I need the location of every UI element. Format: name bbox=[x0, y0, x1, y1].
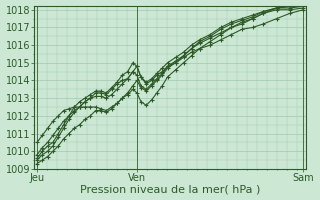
X-axis label: Pression niveau de la mer( hPa ): Pression niveau de la mer( hPa ) bbox=[80, 184, 260, 194]
